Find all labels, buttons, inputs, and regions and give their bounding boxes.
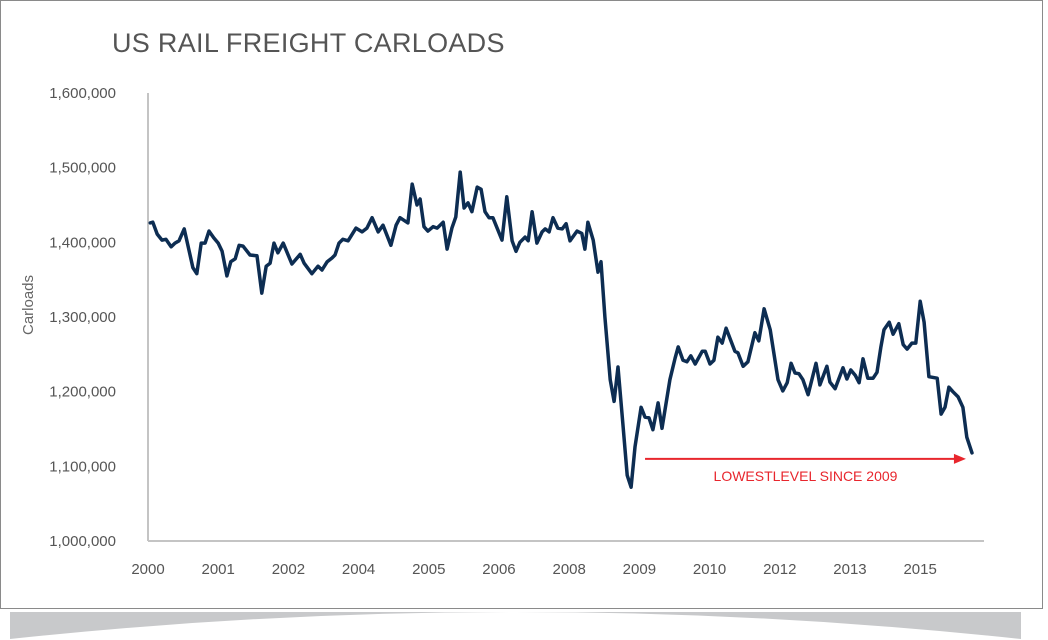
x-tick-label: 2002 [272, 561, 305, 578]
x-tick-label: 2000 [131, 561, 164, 578]
x-tick-label: 2004 [342, 561, 375, 578]
y-axis-label: Carloads [20, 275, 37, 335]
y-tick-label: 1,600,000 [49, 85, 116, 102]
chart-title: US RAIL FREIGHT CARLOADS [112, 28, 505, 58]
y-tick-label: 1,400,000 [49, 234, 116, 251]
y-tick-label: 1,100,000 [49, 458, 116, 475]
x-tick-label: 2005 [412, 561, 445, 578]
x-tick-label: 2008 [552, 561, 585, 578]
x-tick-label: 2015 [903, 561, 936, 578]
y-tick-label: 1,500,000 [49, 160, 116, 177]
chart-frame [0, 0, 1043, 609]
y-tick-label: 1,300,000 [49, 309, 116, 326]
series-line-carloads [148, 170, 974, 489]
x-tick-label: 2009 [623, 561, 656, 578]
x-tick-label: 2012 [763, 561, 796, 578]
arrow-head-icon [953, 453, 966, 464]
y-tick-label: 1,200,000 [49, 384, 116, 401]
x-tick-label: 2013 [833, 561, 866, 578]
bottom-shadow [10, 612, 1021, 639]
x-tick-label: 2010 [693, 561, 726, 578]
y-tick-label: 1,000,000 [49, 533, 116, 550]
annotation-label: LOWESTLEVEL SINCE 2009 [714, 468, 898, 484]
x-tick-label: 2006 [482, 561, 515, 578]
x-tick-label: 2001 [202, 561, 235, 578]
